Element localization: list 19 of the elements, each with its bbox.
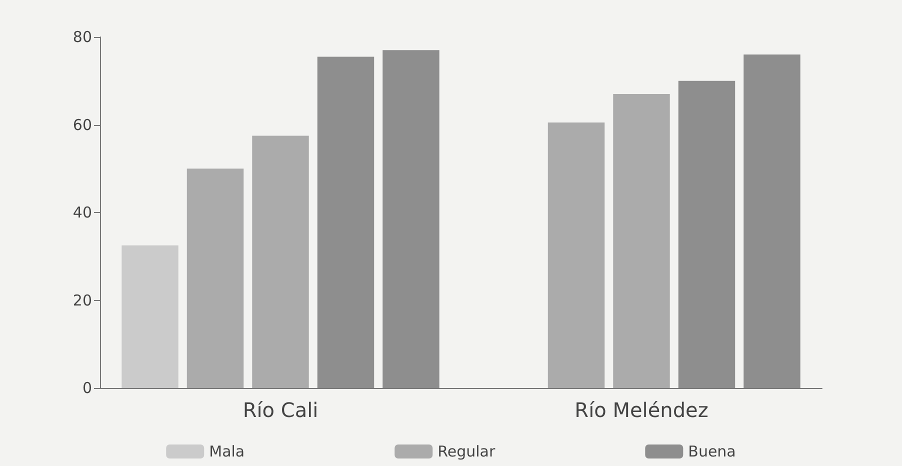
y-tick-label: 20 bbox=[72, 291, 92, 310]
bar bbox=[382, 50, 440, 388]
y-tick-label: 0 bbox=[82, 379, 92, 397]
bar bbox=[548, 122, 605, 388]
x-tick-label: Río Meléndez bbox=[574, 398, 708, 422]
bar bbox=[613, 94, 670, 388]
legend-label: Regular bbox=[438, 442, 496, 460]
y-tick-label: 40 bbox=[72, 204, 92, 222]
bar bbox=[744, 54, 800, 388]
legend-label: Buena bbox=[688, 442, 736, 460]
bar bbox=[122, 245, 178, 388]
bar bbox=[186, 168, 244, 388]
bar bbox=[317, 56, 374, 388]
bar bbox=[678, 80, 736, 388]
legend-label: Mala bbox=[209, 442, 245, 460]
bar bbox=[252, 136, 309, 388]
y-tick-label: 80 bbox=[72, 28, 92, 46]
x-tick-label: Río Cali bbox=[242, 398, 318, 422]
y-tick-label: 60 bbox=[72, 116, 92, 134]
